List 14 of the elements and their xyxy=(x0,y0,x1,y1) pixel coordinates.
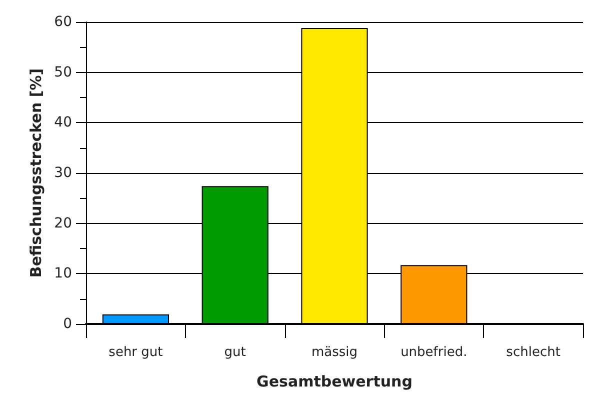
y-tick-label: 40 xyxy=(54,114,72,131)
y-tick-label: 30 xyxy=(54,165,72,181)
y-tick-label: 10 xyxy=(54,266,72,282)
x-tick-label: gut xyxy=(224,345,246,360)
x-tick-label: sehr gut xyxy=(108,345,163,360)
x-tick-label: mässig xyxy=(311,345,358,360)
y-tick-label: 50 xyxy=(54,64,72,80)
x-tick-label: unbefried. xyxy=(400,345,468,360)
y-tick-label: 60 xyxy=(54,14,72,30)
y-tick-label: 0 xyxy=(63,316,72,332)
y-tick-label: 20 xyxy=(54,215,72,232)
x-tick-label: schlecht xyxy=(506,345,560,360)
x-axis-title: Gesamtbewertung xyxy=(256,372,412,390)
y-axis-title: Befischungsstrecken [%] xyxy=(26,68,45,278)
